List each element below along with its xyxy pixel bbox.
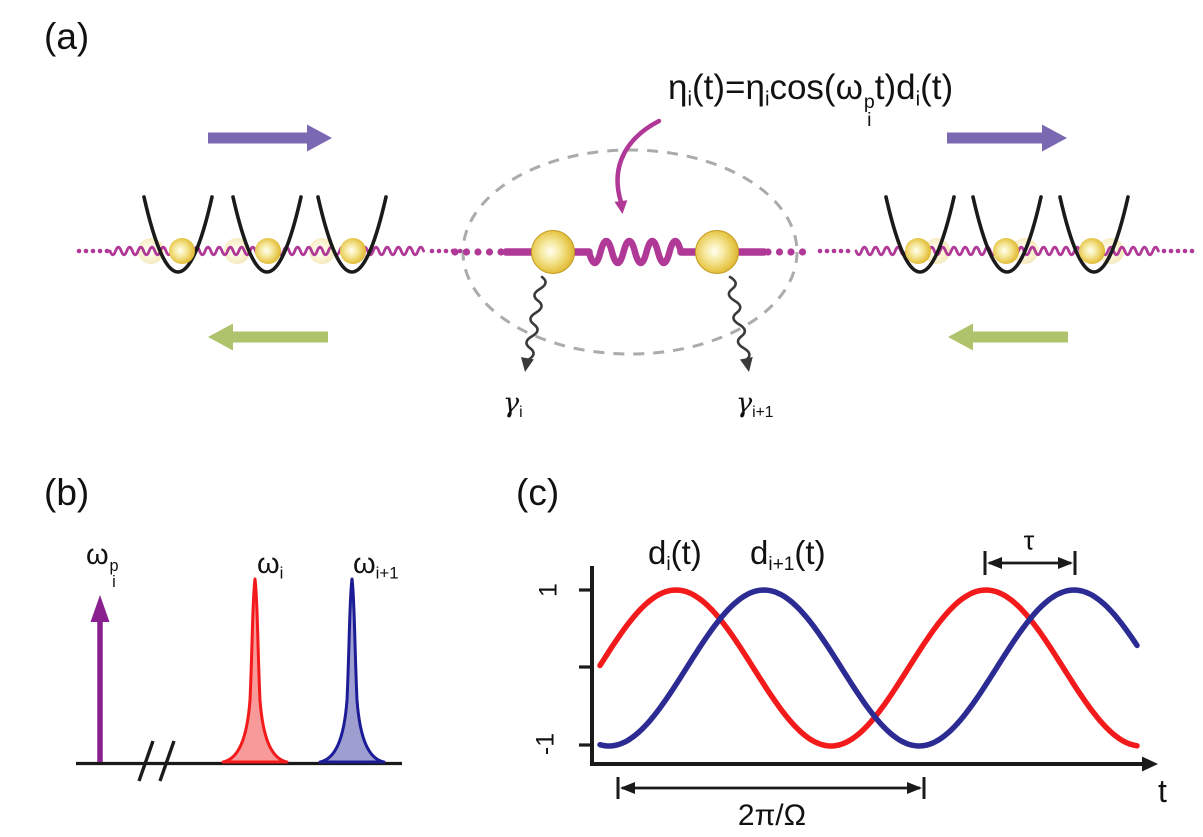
- curve-d-i-plus-1: [597, 587, 1140, 749]
- omega-i-label: ωi: [257, 548, 284, 583]
- decay-arrow: [727, 275, 751, 362]
- gamma-i-plus-1-label: γi+1: [736, 388, 774, 421]
- potential-well: [971, 195, 1043, 274]
- d-i-curve-label: di(t): [648, 534, 702, 576]
- potential-well: [231, 195, 303, 274]
- potential-well: [1058, 195, 1130, 274]
- d-i-plus-1-curve-label: di+1(t): [750, 534, 826, 576]
- dotted-chain-line: [1168, 248, 1174, 254]
- potential-well: [142, 195, 214, 274]
- ion: [1079, 238, 1105, 264]
- ion: [340, 238, 366, 264]
- ghost-ion: [224, 238, 250, 264]
- dotted-chain-line: [436, 248, 442, 254]
- generated-shapes: [76, 118, 1195, 799]
- transport-arrow-left: [208, 323, 328, 351]
- dotted-bond-line: [485, 248, 494, 256]
- axis-break: [137, 740, 155, 782]
- dotted-chain-line: [90, 248, 96, 254]
- curve-d-i: [597, 587, 1140, 749]
- decay-arrow: [525, 275, 547, 362]
- dotted-chain-line: [104, 248, 110, 254]
- dotted-chain-line: [429, 248, 435, 254]
- gamma-i-label: γi: [503, 388, 523, 421]
- dotted-chain-line: [83, 248, 89, 254]
- period-measure-arrowhead: [907, 782, 922, 794]
- dotted-chain-line: [1189, 248, 1195, 254]
- dotted-chain-line: [838, 248, 844, 254]
- dotted-chain-line: [1175, 248, 1181, 254]
- omega-i-plus-1-label: ωi+1: [353, 548, 399, 583]
- y-tick-1: 1: [534, 583, 563, 597]
- ion: [993, 238, 1019, 264]
- formula-arrowhead: [614, 200, 628, 214]
- ion: [905, 238, 931, 264]
- axis-break: [158, 740, 176, 782]
- panel-a-label: (a): [44, 16, 90, 57]
- period-label: 2π/Ω: [737, 799, 807, 832]
- decay-arrowhead: [739, 357, 753, 372]
- dotted-chain-line: [817, 248, 823, 254]
- dotted-chain-line: [824, 248, 830, 254]
- dotted-chain-line: [1182, 248, 1188, 254]
- potential-well: [316, 195, 388, 274]
- panel-b-label: (b): [44, 472, 90, 513]
- ion: [169, 238, 195, 264]
- dotted-bond-line: [775, 248, 784, 256]
- dotted-bond-line: [451, 248, 459, 256]
- dotted-chain-line: [443, 248, 449, 254]
- dotted-chain-line: [1161, 248, 1167, 254]
- spectrum-peak-red: [221, 577, 289, 764]
- transport-arrow-right: [947, 124, 1067, 152]
- transport-arrow-right: [208, 124, 332, 152]
- dotted-bond-line: [462, 248, 471, 256]
- dotted-chain-line: [97, 248, 103, 254]
- ion-outline: [695, 230, 739, 274]
- ion-i-plus-1: [695, 230, 739, 274]
- tau-measure-arrowhead: [987, 557, 1002, 569]
- ion: [255, 238, 281, 264]
- dotted-bond-line: [798, 248, 807, 256]
- dotted-bond-line: [474, 248, 482, 256]
- spring-coupling: [585, 237, 685, 267]
- decay-arrowhead: [521, 357, 534, 372]
- period-measure-arrowhead: [620, 782, 635, 794]
- spectrum-peak-blue: [318, 577, 386, 764]
- dotted-chain-line: [845, 248, 851, 254]
- formula-arrow: [615, 118, 662, 205]
- panel-c-label: (c): [516, 472, 560, 513]
- x-axis-arrowhead: [1142, 756, 1158, 772]
- ion-i: [531, 230, 575, 274]
- dotted-chain-line: [76, 248, 82, 254]
- dotted-chain-line: [831, 248, 837, 254]
- y-tick-minus-1: -1: [531, 732, 560, 756]
- dotted-bond-line: [787, 248, 795, 256]
- pump-arrowhead: [90, 595, 110, 622]
- tau-label: τ: [1023, 525, 1035, 556]
- potential-well: [884, 195, 956, 274]
- modulation-formula: ηi(t)=ηicos(ω p i t)di(t): [668, 68, 954, 132]
- t-axis-label: t: [1158, 773, 1167, 809]
- transport-arrow-left: [948, 323, 1068, 351]
- dotted-chain-line: [457, 248, 463, 254]
- ion-outline: [531, 230, 575, 274]
- tau-measure-arrowhead: [1058, 557, 1073, 569]
